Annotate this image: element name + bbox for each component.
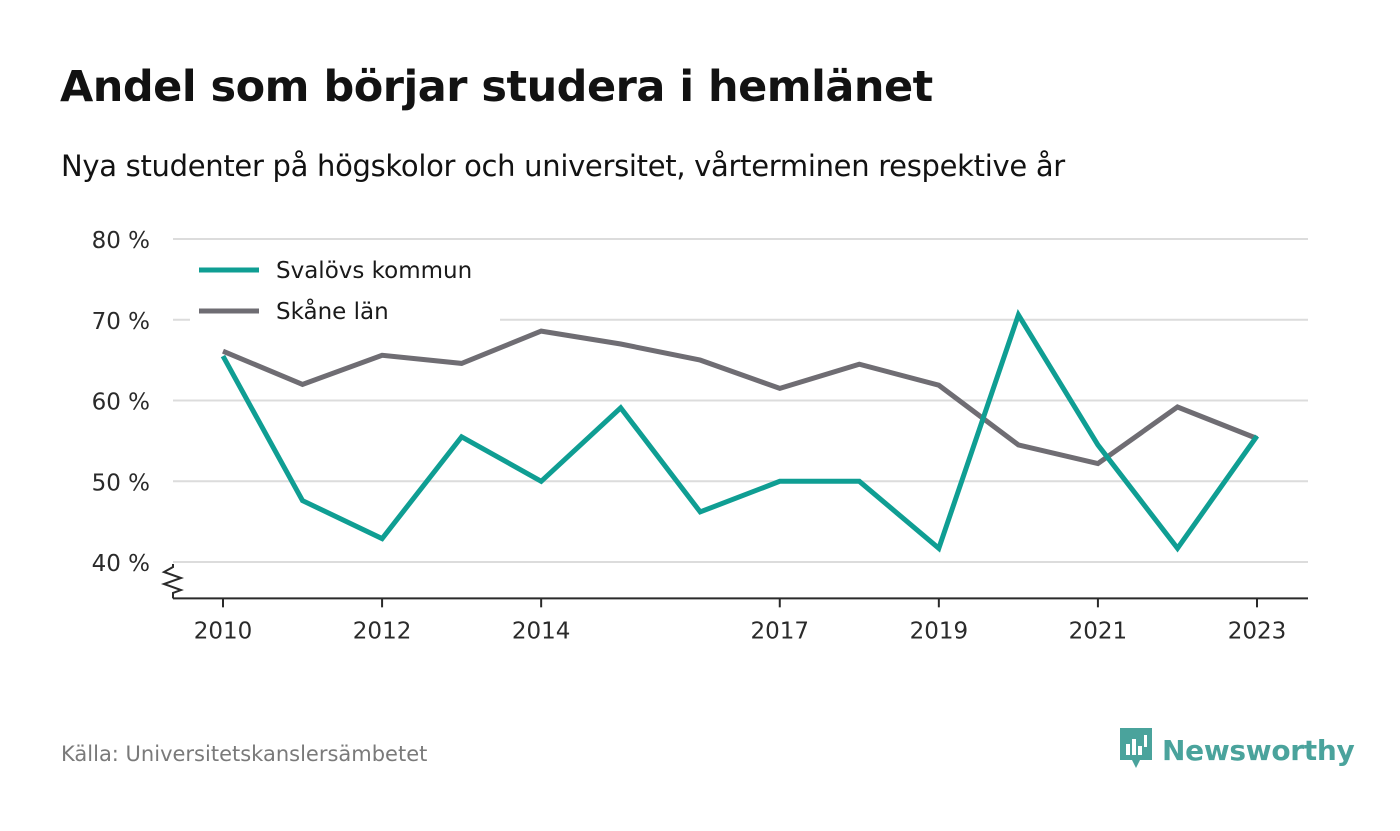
y-axis-tick-labels: 40 % 50 % 60 % 70 % 80 % — [92, 228, 150, 577]
y-tick-label: 40 % — [92, 551, 150, 577]
x-tick-label: 2010 — [194, 618, 253, 644]
y-axis-break-marker — [160, 564, 185, 599]
series-line-skane-lan — [222, 328, 1258, 467]
x-axis — [160, 564, 1308, 600]
chart-title: Andel som börjar studera i hemlänet — [60, 62, 933, 112]
legend-label: Skåne län — [276, 297, 389, 325]
y-tick-label: 50 % — [92, 470, 150, 496]
series-lines — [220, 309, 1260, 553]
brand-logo[interactable]: Newsworthy — [1118, 726, 1355, 774]
legend: Svalövs kommun Skåne län — [190, 250, 500, 325]
x-tick-label: 2017 — [750, 618, 809, 644]
newsworthy-logo-icon — [1118, 726, 1154, 774]
x-axis-tick-labels: 2010 2012 2014 2017 2019 2021 2023 — [194, 598, 1287, 644]
chart-subtitle: Nya studenter på högskolor och universit… — [61, 149, 1065, 183]
source-note: Källa: Universitetskanslersämbetet — [61, 742, 428, 766]
y-tick-label: 70 % — [92, 309, 150, 335]
legend-label: Svalövs kommun — [276, 258, 472, 284]
x-tick-label: 2023 — [1228, 618, 1287, 644]
x-tick-label: 2014 — [512, 618, 571, 644]
x-tick-label: 2021 — [1069, 618, 1128, 644]
brand-name: Newsworthy — [1162, 733, 1355, 767]
series-line-svalovs-kommun — [220, 309, 1260, 553]
x-tick-label: 2012 — [353, 618, 412, 644]
x-tick-label: 2019 — [910, 618, 969, 644]
y-tick-label: 60 % — [92, 390, 150, 416]
y-tick-label: 80 % — [92, 228, 150, 254]
